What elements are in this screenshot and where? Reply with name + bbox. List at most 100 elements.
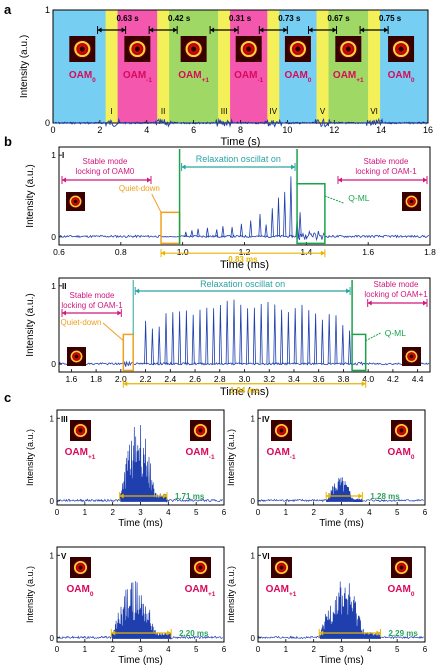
arrow-head-left xyxy=(161,250,166,256)
y-tick-label: 0 xyxy=(45,118,50,128)
beam-core xyxy=(198,565,203,570)
duration-label: 2.29 ms xyxy=(388,629,418,638)
arrow-head-right xyxy=(234,27,239,33)
x-tick-label: 6 xyxy=(222,508,227,517)
arrow-head-right xyxy=(346,288,351,294)
x-axis-label: Time (s) xyxy=(221,136,261,148)
arrow-head-left xyxy=(259,27,264,33)
x-tick-label: 1.4 xyxy=(300,247,312,257)
beam-ring xyxy=(274,560,289,575)
beam-ring xyxy=(289,40,306,58)
x-axis-label: Time (ms) xyxy=(118,518,163,529)
x-tick-label: 3 xyxy=(138,508,143,517)
y-axis-label: Intensity (a.u.) xyxy=(25,429,35,486)
y-axis-label: Intensity (a.u.) xyxy=(25,293,36,356)
oam-label-main: OAM xyxy=(185,584,208,595)
oam-beam-image-5 xyxy=(335,36,362,62)
arrow-head-left xyxy=(360,27,365,33)
x-tick-label: 16 xyxy=(423,125,433,135)
relaxation-label: Relaxation oscillat on xyxy=(200,279,285,289)
intensity-trace xyxy=(59,299,430,367)
panel-a-chart: 0 2 4 6 8 10 12 14 16 0 1 Time (s) Intensity (a.u.) O… xyxy=(19,5,433,148)
quiet-down-pointer xyxy=(102,322,124,342)
y-axis-label: Intensity (a.u.) xyxy=(25,164,36,227)
oam-mode-label-0: OAM0 xyxy=(69,70,96,84)
beam-ring xyxy=(405,350,418,363)
switch-band-2 xyxy=(218,10,231,123)
duration-arrow xyxy=(119,492,168,500)
y-tick-label: 1 xyxy=(51,150,56,160)
beam-core xyxy=(409,199,414,204)
arrow-head-left xyxy=(326,493,331,499)
x-tick-label: 3 xyxy=(339,508,344,517)
left-beam-image xyxy=(70,420,91,441)
oam-label-main: OAM xyxy=(185,447,208,458)
y-tick-label: 1 xyxy=(50,551,55,560)
relaxation-arrow xyxy=(181,163,296,171)
y-tick-label: 0 xyxy=(50,634,55,643)
switch-band-0 xyxy=(105,10,118,123)
beam-core xyxy=(74,354,79,359)
beam-core xyxy=(295,46,301,52)
left-oam-label: OAM+1 xyxy=(266,584,297,598)
switch-duration-label-3: 0.73 s xyxy=(278,14,301,23)
arrow-head-right xyxy=(320,250,325,256)
right-beam-image xyxy=(391,420,412,441)
arrow-head-left xyxy=(123,381,128,387)
stable-mode-right-line2: locking of OAM+1 xyxy=(364,290,428,299)
trace-roman-label: IV xyxy=(262,415,270,424)
x-tick-label: 2.2 xyxy=(140,374,152,384)
arrow-head-right xyxy=(332,27,337,33)
left-beam-image xyxy=(271,557,292,578)
beam-core xyxy=(78,565,83,570)
mode-region-3 xyxy=(224,10,274,123)
oam-beam-image-2 xyxy=(180,36,207,62)
mode-region-2 xyxy=(163,10,225,123)
duration-arrow xyxy=(160,249,326,258)
x-tick-label: 3.0 xyxy=(239,374,251,384)
oam-label-main: OAM xyxy=(123,70,146,81)
x-tick-label: 2 xyxy=(97,125,102,135)
trace-roman-label: VI xyxy=(262,552,270,561)
oam-label-main: OAM xyxy=(67,584,90,595)
x-tick-label: 2 xyxy=(311,645,316,654)
relaxation-label: Relaxation oscillat on xyxy=(196,154,281,164)
quiet-down-box xyxy=(160,211,181,245)
intensity-trace xyxy=(258,477,424,503)
arrow-head-right xyxy=(423,300,427,306)
x-tick-label: 12 xyxy=(329,125,339,135)
switch-band-4 xyxy=(316,10,329,123)
panel-b2-chart: 1.6 1.8 2.0 2.2 2.4 2.6 2.8 3.0 3.2 3.4 3.6 3.8 4.0 4… xyxy=(25,277,431,398)
arrow-head-right xyxy=(291,164,296,170)
oam-mode-label-2: OAM+1 xyxy=(178,70,209,84)
switch-duration-label-1: 0.42 s xyxy=(168,14,191,23)
beam-ring xyxy=(394,560,409,575)
x-axis-label: Time (ms) xyxy=(220,259,269,271)
duration-label: 1.71 ms xyxy=(175,492,205,501)
y-tick-label: 1 xyxy=(45,5,50,15)
arrow-head-right xyxy=(376,630,381,636)
stable-mode-left-line2: locking of OAM0 xyxy=(76,167,135,176)
x-axis-label: Time (ms) xyxy=(220,386,269,398)
right-oam-label: OAM0 xyxy=(388,447,415,461)
oam-label-subscript: +1 xyxy=(356,77,364,84)
arrow-head-left xyxy=(135,288,140,294)
switch-duration-label-4: 0.67 s xyxy=(327,14,350,23)
x-tick-label: 1.6 xyxy=(362,247,374,257)
stable-mode-left-line1: Stable mode xyxy=(70,291,115,300)
beam-ring xyxy=(240,40,257,58)
beam-core xyxy=(79,46,85,52)
x-tick-label: 3 xyxy=(339,645,344,654)
duration-label: 1.94 ms xyxy=(230,386,260,395)
x-tick-label: 0.8 xyxy=(115,247,127,257)
y-tick-label: 0 xyxy=(51,232,56,242)
oam-beam-image-1 xyxy=(124,36,151,62)
mode-region-6 xyxy=(374,10,428,123)
switch-duration-arrow-4 xyxy=(308,26,338,34)
y-tick-label: 1 xyxy=(251,414,256,423)
x-tick-label: 5 xyxy=(395,645,400,654)
x-tick-label: 0.6 xyxy=(53,247,65,257)
intensity-trace xyxy=(59,176,430,242)
